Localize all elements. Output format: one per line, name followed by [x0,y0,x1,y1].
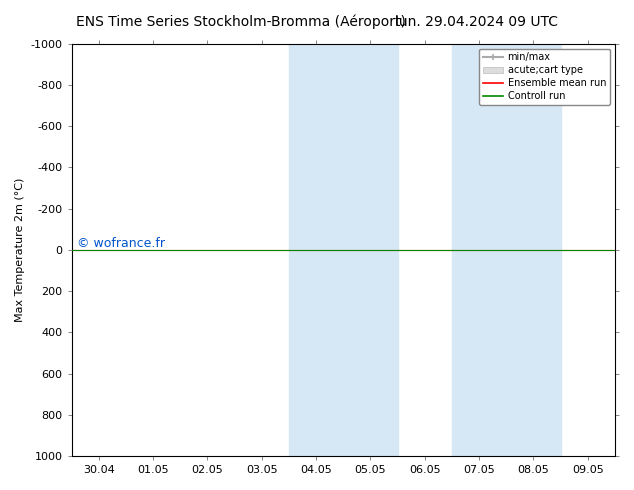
Legend: min/max, acute;cart type, Ensemble mean run, Controll run: min/max, acute;cart type, Ensemble mean … [479,49,610,105]
Bar [343,44,398,456]
Text: lun. 29.04.2024 09 UTC: lun. 29.04.2024 09 UTC [395,15,558,29]
Text: ENS Time Series Stockholm-Bromma (Aéroport): ENS Time Series Stockholm-Bromma (Aéropo… [76,15,406,29]
Bar [289,44,343,456]
Y-axis label: Max Temperature 2m (°C): Max Temperature 2m (°C) [15,178,25,322]
Bar [452,44,506,456]
Bar [506,44,560,456]
Text: © wofrance.fr: © wofrance.fr [77,237,165,250]
